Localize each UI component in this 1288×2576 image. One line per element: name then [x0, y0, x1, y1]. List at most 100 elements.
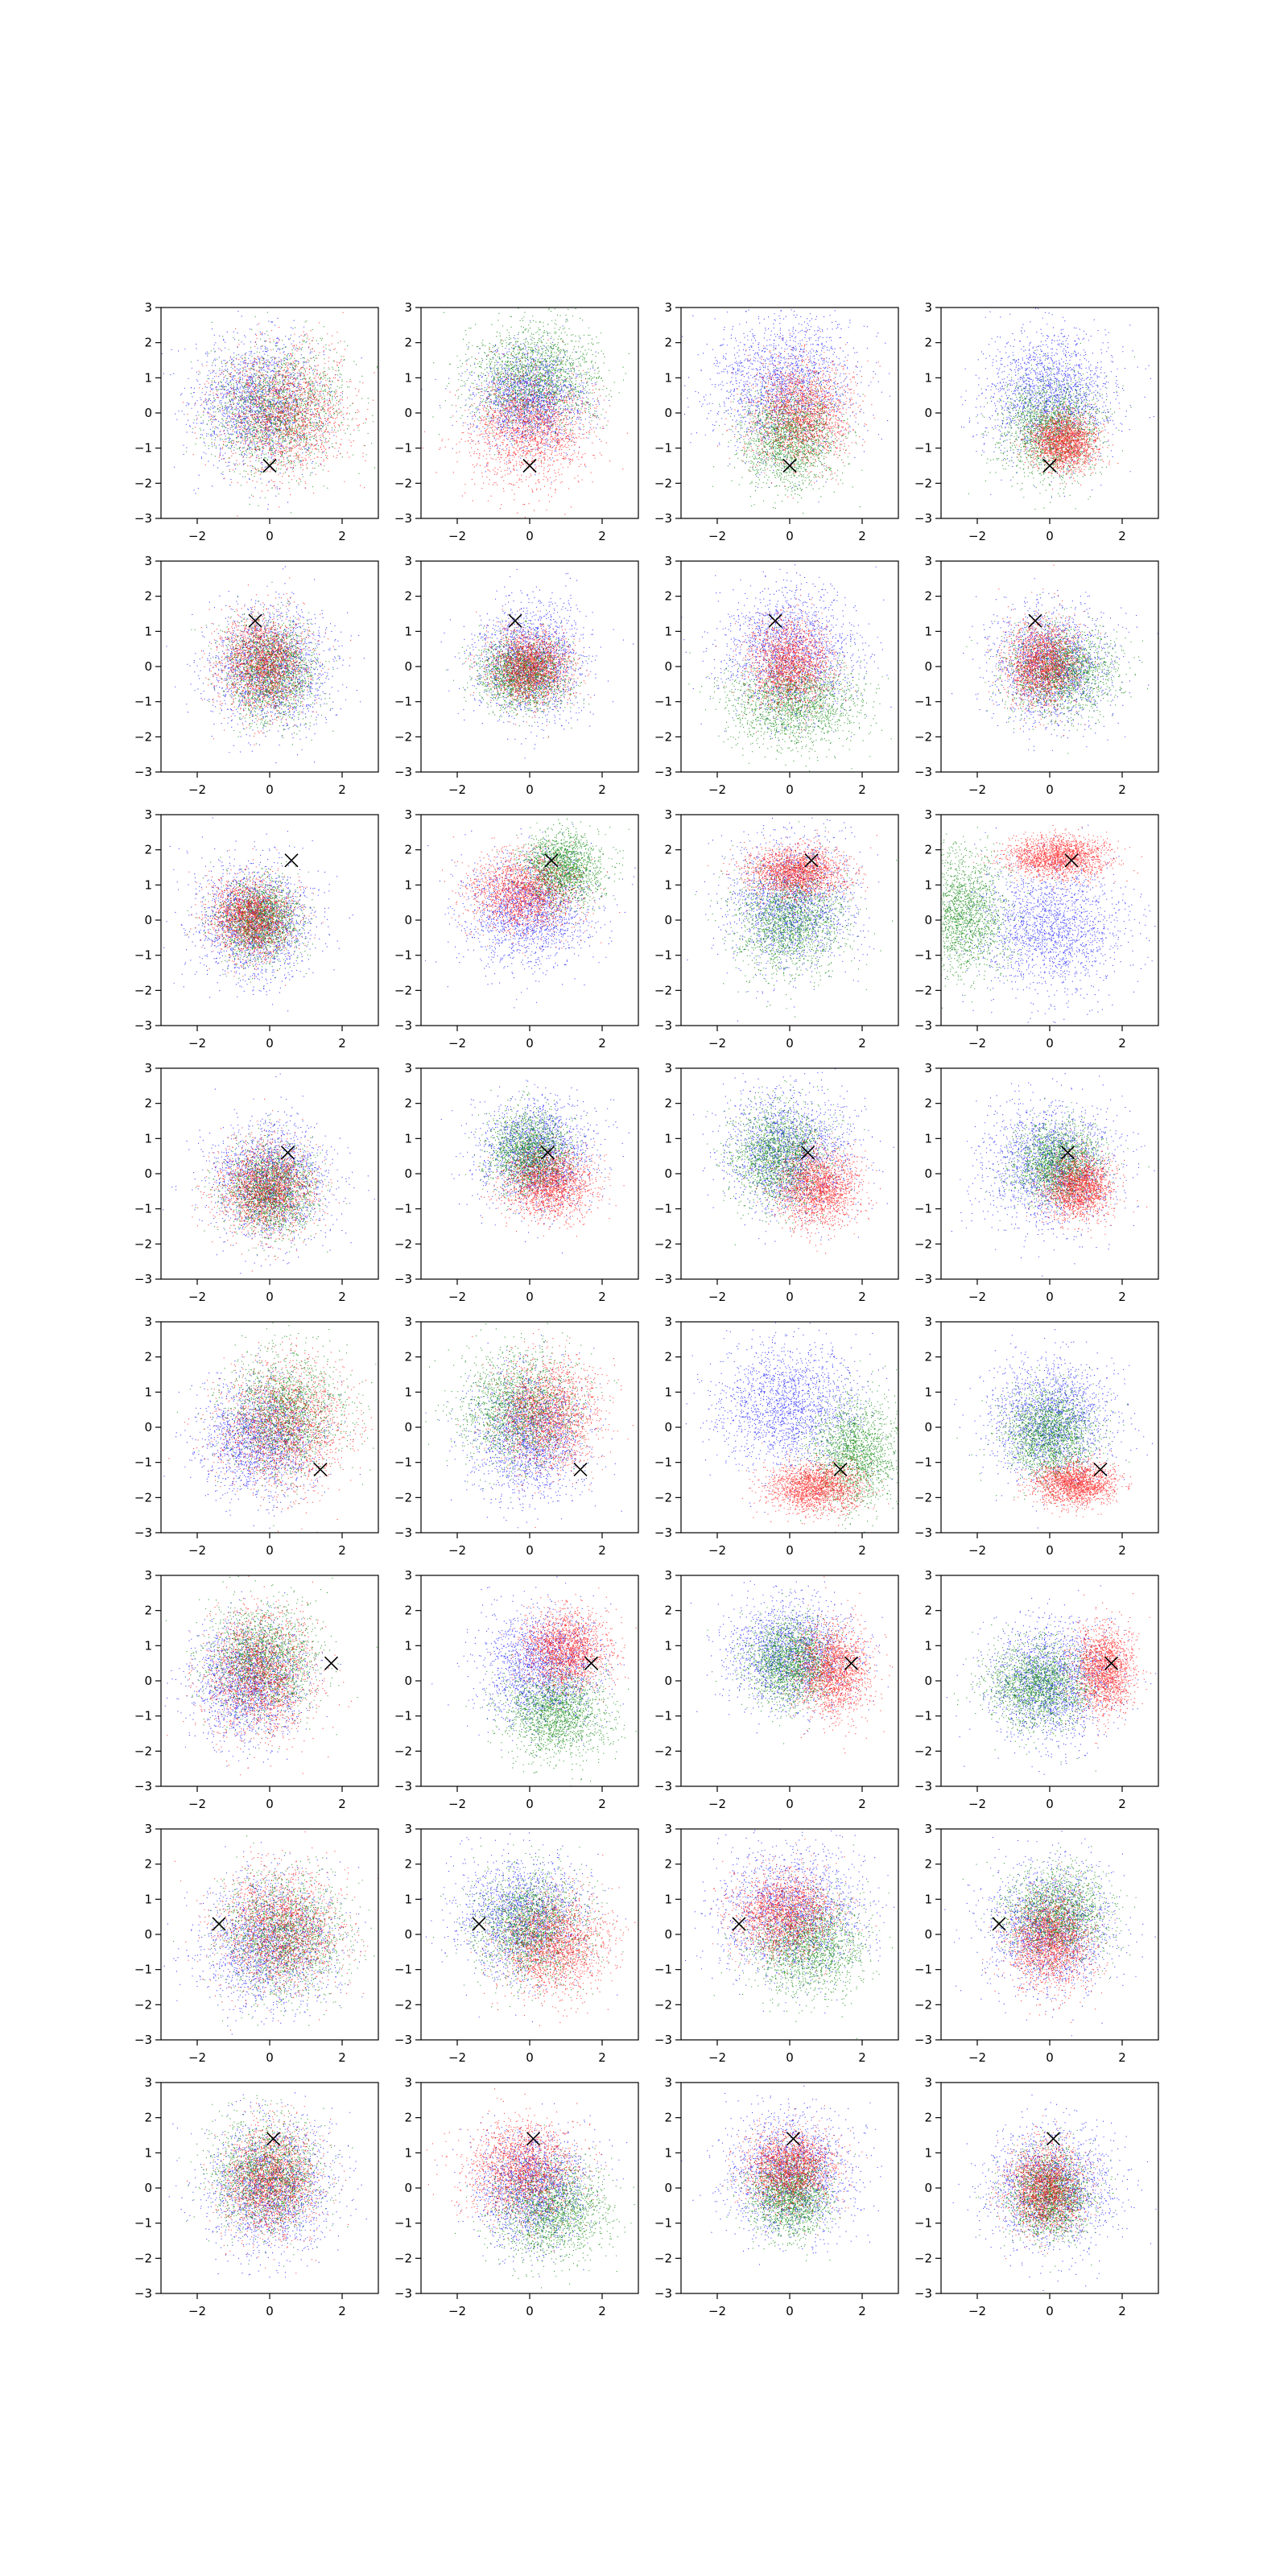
y-tick-label: −3: [394, 1525, 412, 1540]
series-blue-scatter: [685, 1322, 895, 1513]
y-tick-label: 1: [664, 1385, 672, 1399]
x-tick-label: 0: [786, 2050, 794, 2065]
y-tick-label: 0: [144, 659, 152, 674]
x-tick-label: 0: [1046, 1036, 1054, 1051]
series-red-points: [442, 836, 621, 956]
y-tick-label: −2: [654, 1744, 672, 1758]
series-blue-points: [681, 564, 898, 741]
series-red-points: [192, 1098, 340, 1272]
y-tick-label: 1: [664, 1892, 672, 1906]
series-blue-scatter: [952, 578, 1158, 751]
axes-frame: [420, 307, 639, 519]
series-red-scatter: [477, 1127, 625, 1237]
y-tick-label: −2: [394, 1744, 412, 1758]
y-tick-label: −3: [654, 2033, 672, 2047]
y-tick-label: −2: [134, 1490, 152, 1505]
y-tick-label: 1: [924, 1385, 932, 1399]
series-green-scatter: [464, 1086, 591, 1215]
panel-r4-c3: −2 0 2 −3 −2 −1 0 1 2 3: [654, 1061, 899, 1304]
y-tick-label: −1: [394, 1455, 412, 1470]
x-tick-label: 0: [1046, 782, 1054, 797]
x-tick-label: 2: [338, 1543, 346, 1558]
y-tick-label: 0: [144, 2181, 152, 2195]
series-green-points: [425, 1323, 617, 1499]
panel-r1-c3: −2 0 2 −3 −2 −1 0 1 2 3: [654, 300, 899, 543]
y-tick-label: −3: [134, 2033, 152, 2047]
y-tick-label: 0: [664, 406, 672, 420]
y-tick-label: 2: [924, 1604, 932, 1618]
y-tick-label: −2: [654, 476, 672, 490]
x-tick-label: 2: [1118, 2304, 1126, 2318]
y-tick-label: 1: [404, 1131, 412, 1146]
x-tick-label: −2: [968, 1290, 986, 1304]
x-marker: [508, 613, 522, 628]
x-tick-label: 2: [858, 2304, 866, 2318]
y-tick-label: 3: [664, 554, 672, 568]
series-red-scatter: [1026, 1129, 1148, 1239]
x-tick-label: −2: [188, 2050, 206, 2065]
series-red-scatter: [782, 1576, 894, 1754]
y-tick-label: −3: [134, 1525, 152, 1540]
series-red-scatter: [168, 1337, 373, 1533]
y-tick-label: 0: [144, 1927, 152, 1942]
series-green-points: [487, 818, 630, 927]
y-tick-label: −2: [914, 729, 932, 744]
panel-r6-c2: −2 0 2 −3 −2 −1 0 1 2 3: [394, 1568, 639, 1811]
x-tick-label: 0: [786, 1036, 794, 1051]
panel-r7-c2: −2 0 2 −3 −2 −1 0 1 2 3: [394, 1822, 639, 2065]
x-tick-label: 0: [1046, 529, 1054, 543]
series-red-points: [465, 609, 592, 738]
series-green-points: [176, 1322, 377, 1526]
panel-r3-c4: −2 0 2 −3 −2 −1 0 1 2 3: [914, 807, 1159, 1051]
y-tick-label: 2: [404, 2111, 412, 2125]
series-green-points: [976, 2127, 1117, 2273]
panel-r8-c2: −2 0 2 −3 −2 −1 0 1 2 3: [394, 2075, 639, 2318]
y-tick-label: −1: [654, 948, 672, 963]
y-tick-label: 0: [924, 1674, 932, 1688]
panel-r2-c2: −2 0 2 −3 −2 −1 0 1 2 3: [394, 554, 639, 797]
y-tick-label: 1: [404, 1385, 412, 1399]
y-tick-label: 2: [144, 1857, 152, 1872]
y-tick-label: −2: [914, 1490, 932, 1505]
series-green-scatter: [962, 1846, 1137, 1984]
series-green-scatter: [976, 2127, 1117, 2273]
y-tick-label: 3: [404, 2075, 412, 2090]
y-tick-label: 2: [144, 1604, 152, 1618]
y-tick-label: 0: [924, 659, 932, 674]
x-tick-label: −2: [448, 2050, 466, 2065]
y-tick-label: −1: [394, 948, 412, 963]
y-tick-label: −2: [914, 2251, 932, 2265]
x-tick-label: 2: [1118, 1036, 1126, 1051]
series-red-scatter: [722, 2105, 868, 2235]
y-tick-label: 0: [404, 2181, 412, 2195]
y-tick-label: −2: [134, 1744, 152, 1758]
y-tick-label: 3: [664, 300, 672, 315]
x-tick-label: 2: [338, 1036, 346, 1051]
panel-r8-c3: −2 0 2 −3 −2 −1 0 1 2 3: [654, 2075, 899, 2318]
panel-r4-c1: −2 0 2 −3 −2 −1 0 1 2 3: [134, 1061, 379, 1304]
series-blue-points: [425, 824, 636, 1009]
y-tick-label: 3: [144, 554, 152, 568]
series-blue-points: [163, 1842, 366, 2035]
series-green-points: [956, 1367, 1130, 1505]
panel-r6-c1: −2 0 2 −3 −2 −1 0 1 2 3: [134, 1568, 379, 1811]
series-blue-scatter: [425, 824, 636, 1009]
x-tick-label: −2: [448, 1290, 466, 1304]
y-tick-label: 3: [924, 2075, 932, 2090]
series-blue-scatter: [425, 1335, 622, 1529]
panel-r3-c2: −2 0 2 −3 −2 −1 0 1 2 3: [394, 807, 639, 1051]
x-marker: [313, 1462, 328, 1476]
y-tick-label: −2: [134, 983, 152, 997]
y-tick-label: −2: [394, 983, 412, 997]
y-tick-label: 3: [404, 554, 412, 568]
y-tick-label: 3: [664, 1315, 672, 1329]
y-tick-label: 1: [404, 1638, 412, 1653]
series-blue-scatter: [944, 1831, 1156, 2037]
y-tick-label: 2: [924, 1857, 932, 1872]
y-tick-label: 2: [924, 336, 932, 350]
y-tick-label: −3: [134, 1018, 152, 1033]
x-tick-label: 2: [1118, 1797, 1126, 1811]
x-tick-label: 0: [786, 1797, 794, 1811]
x-tick-label: 2: [338, 782, 346, 797]
series-green-scatter: [707, 1588, 871, 1744]
